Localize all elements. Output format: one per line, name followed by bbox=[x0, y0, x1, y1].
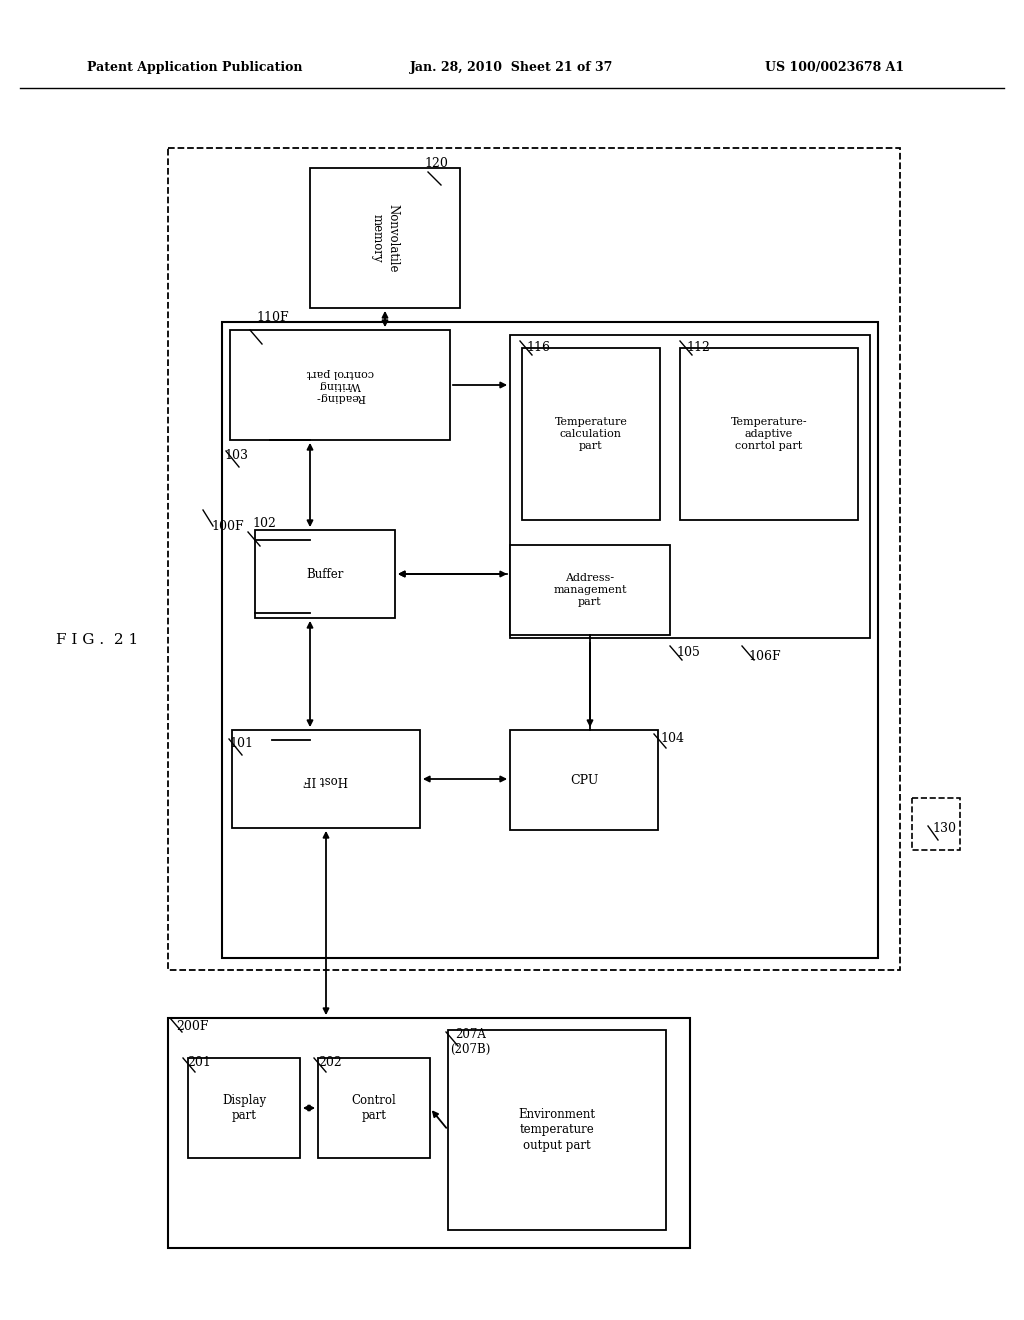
Text: US 100/0023678 A1: US 100/0023678 A1 bbox=[765, 62, 904, 74]
Text: Patent Application Publication: Patent Application Publication bbox=[87, 62, 303, 74]
Bar bbox=[232, 730, 420, 828]
Bar bbox=[680, 348, 858, 520]
Text: Temperature
calculation
part: Temperature calculation part bbox=[555, 417, 628, 450]
Bar bbox=[449, 1030, 666, 1230]
Text: 200F: 200F bbox=[176, 1020, 209, 1034]
Text: 100F: 100F bbox=[211, 520, 244, 533]
Text: Display
part: Display part bbox=[222, 1094, 266, 1122]
Bar bbox=[188, 1059, 300, 1158]
Text: Reading-
Writing
control part: Reading- Writing control part bbox=[306, 368, 374, 401]
Bar bbox=[510, 730, 658, 830]
Bar bbox=[222, 322, 878, 958]
Text: Buffer: Buffer bbox=[306, 568, 344, 581]
Bar bbox=[318, 1059, 430, 1158]
Text: 104: 104 bbox=[660, 733, 684, 744]
Text: 112: 112 bbox=[686, 341, 710, 354]
Bar bbox=[510, 545, 670, 635]
Bar bbox=[510, 335, 870, 638]
Text: 130: 130 bbox=[932, 822, 956, 836]
Text: 102: 102 bbox=[252, 517, 275, 531]
Text: 106F: 106F bbox=[748, 649, 780, 663]
Bar bbox=[522, 348, 660, 520]
Text: Address-
management
part: Address- management part bbox=[553, 573, 627, 607]
Text: 101: 101 bbox=[229, 737, 253, 750]
Bar bbox=[310, 168, 460, 308]
Text: Nonvolatile
memory: Nonvolatile memory bbox=[371, 203, 399, 272]
Text: 201: 201 bbox=[187, 1056, 211, 1069]
Text: Control
part: Control part bbox=[351, 1094, 396, 1122]
Bar bbox=[230, 330, 450, 440]
Text: 116: 116 bbox=[526, 341, 550, 354]
Text: Host IF: Host IF bbox=[304, 772, 348, 785]
Bar bbox=[255, 531, 395, 618]
Bar bbox=[168, 1018, 690, 1247]
Text: 103: 103 bbox=[224, 449, 248, 462]
Text: 105: 105 bbox=[676, 645, 699, 659]
Text: Jan. 28, 2010  Sheet 21 of 37: Jan. 28, 2010 Sheet 21 of 37 bbox=[411, 62, 613, 74]
Bar bbox=[912, 799, 961, 850]
Text: CPU: CPU bbox=[569, 774, 598, 787]
Text: F I G .  2 1: F I G . 2 1 bbox=[56, 634, 138, 647]
Text: Temperature-
adaptive
conrtol part: Temperature- adaptive conrtol part bbox=[731, 417, 807, 450]
Text: 202: 202 bbox=[318, 1056, 342, 1069]
Bar bbox=[168, 148, 900, 970]
Text: 110F: 110F bbox=[256, 312, 289, 323]
Text: 120: 120 bbox=[424, 157, 447, 170]
Text: Environment
temperature
output part: Environment temperature output part bbox=[518, 1109, 596, 1151]
Text: 207A
(207B): 207A (207B) bbox=[450, 1028, 490, 1056]
